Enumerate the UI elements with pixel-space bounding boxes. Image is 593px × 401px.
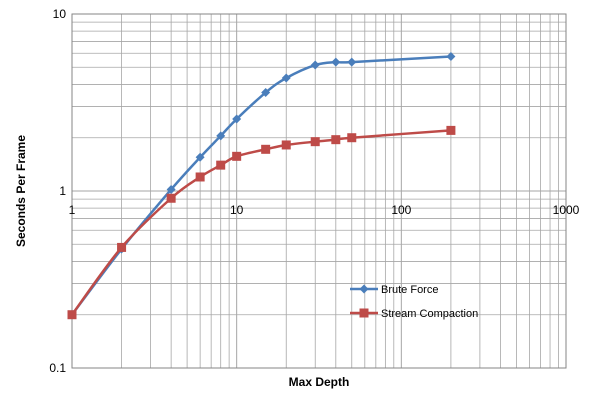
legend-marker-stream-compaction	[359, 308, 369, 318]
x-tick-labels: 1 10 100 1000	[69, 203, 580, 217]
data-point-square	[232, 151, 242, 161]
x-axis-title: Max Depth	[289, 375, 350, 389]
data-point-diamond	[281, 73, 291, 83]
data-point-square	[310, 137, 320, 147]
legend-item-brute-force: Brute Force	[350, 284, 438, 296]
grid-lines	[71, 14, 566, 369]
x-tick-label: 1000	[553, 203, 580, 217]
legend-label-brute-force: Brute Force	[381, 284, 438, 296]
x-tick-label: 1	[69, 203, 76, 217]
data-point-square	[281, 140, 291, 150]
legend: Brute Force Stream Compaction	[350, 284, 478, 320]
x-tick-label: 100	[391, 203, 411, 217]
data-point-diamond	[446, 52, 456, 62]
data-point-diamond	[195, 152, 205, 162]
y-tick-label: 0.1	[49, 361, 66, 375]
y-tick-label: 1	[59, 184, 66, 198]
legend-label-stream-compaction: Stream Compaction	[381, 308, 478, 320]
legend-marker-brute-force	[359, 284, 369, 294]
legend-item-stream-compaction: Stream Compaction	[350, 308, 478, 320]
data-point-square	[446, 125, 456, 135]
y-tick-label: 10	[53, 7, 67, 21]
data-point-diamond	[347, 57, 357, 67]
data-point-diamond	[216, 131, 226, 141]
data-point-diamond	[166, 184, 176, 194]
data-point-square	[216, 160, 226, 170]
data-point-square	[166, 193, 176, 203]
plot-area-border	[71, 13, 567, 369]
data-point-diamond	[232, 114, 242, 124]
data-point-square	[195, 172, 205, 182]
y-axis-title: Seconds Per Frame	[14, 135, 28, 247]
data-point-diamond	[331, 57, 341, 67]
data-point-square	[67, 310, 77, 320]
data-point-square	[347, 133, 357, 143]
data-point-square	[331, 135, 341, 145]
series-markers	[67, 52, 456, 320]
data-point-diamond	[310, 60, 320, 70]
data-point-square	[117, 242, 127, 252]
y-tick-labels: 0.1 1 10	[49, 7, 66, 375]
x-tick-label: 10	[230, 203, 244, 217]
data-point-square	[261, 144, 271, 154]
data-point-diamond	[261, 88, 271, 98]
